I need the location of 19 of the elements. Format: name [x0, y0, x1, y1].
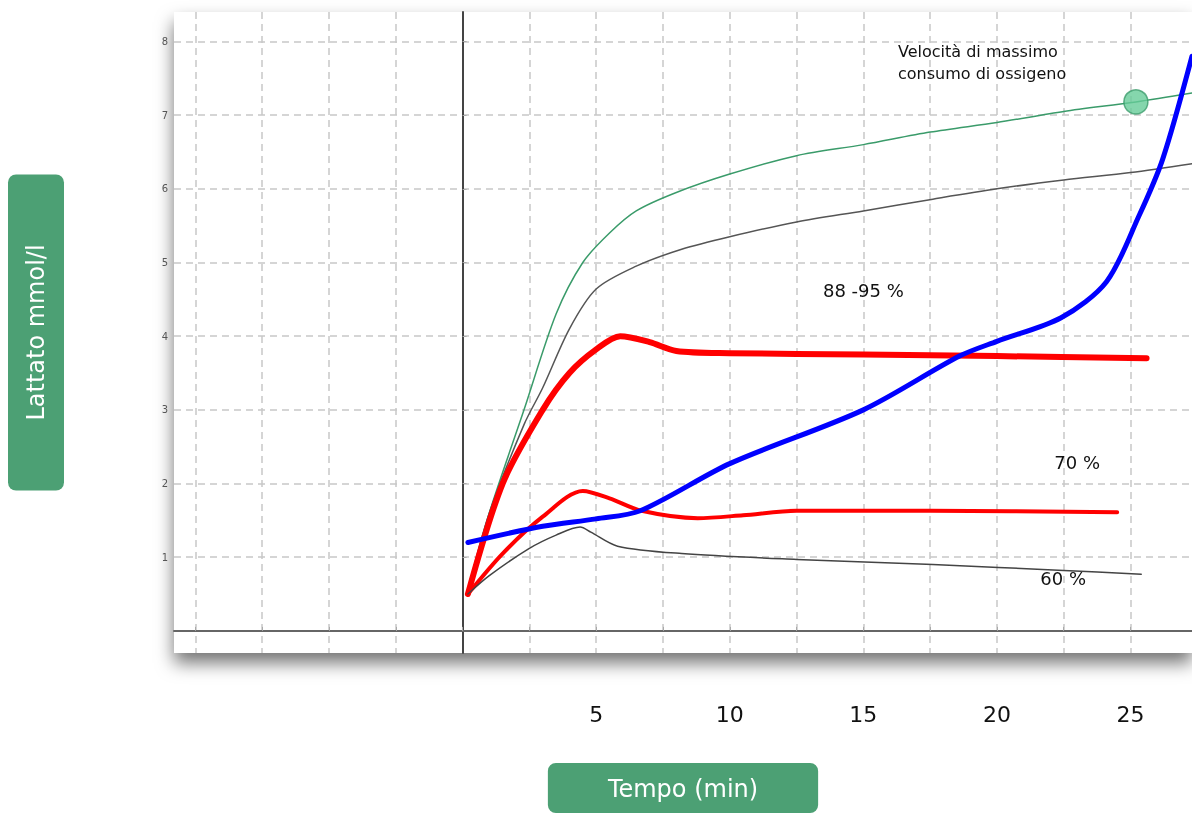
y-tick-label: 4 — [161, 330, 168, 342]
x-tick-label: 20 — [982, 701, 1011, 727]
series-label: 60 % — [1040, 567, 1087, 589]
y-tick-label: 8 — [161, 35, 168, 47]
x-tick-label: 5 — [589, 701, 604, 727]
annotation: Velocità di massimo consumo di ossigeno — [898, 41, 1067, 83]
y-tick-label: 1 — [161, 551, 168, 563]
y-axis-title: Lattato mmol/l — [22, 244, 50, 421]
y-tick-label: 6 — [161, 183, 168, 195]
y-tick-label: 3 — [161, 404, 168, 416]
y-tick-label: 2 — [161, 478, 168, 490]
x-tick-label: 15 — [849, 701, 878, 727]
x-tick-label: 10 — [715, 701, 744, 727]
y-tick-label: 5 — [161, 257, 168, 269]
x-axis-title: Tempo (min) — [606, 775, 759, 803]
text: 88 -95 % — [822, 280, 904, 302]
text: 70 % — [1054, 451, 1101, 473]
y-tick-label: 7 — [161, 109, 168, 121]
x-tick-label: 25 — [1116, 701, 1145, 727]
